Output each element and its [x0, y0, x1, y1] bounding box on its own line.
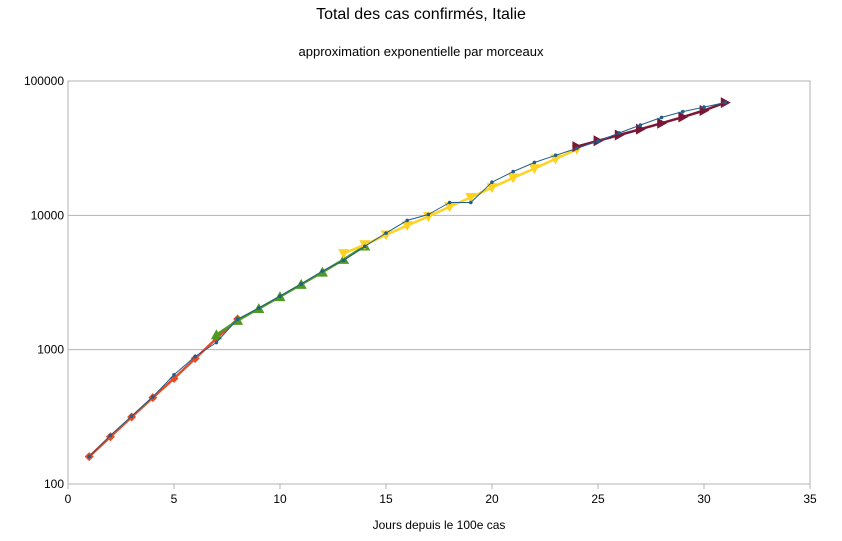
data-point — [636, 123, 646, 135]
y-tick-label: 1000 — [37, 343, 64, 357]
data-point — [511, 169, 515, 174]
data-point — [401, 221, 413, 232]
x-tick-label: 0 — [65, 492, 72, 506]
series-line — [88, 318, 239, 458]
data-point — [172, 372, 176, 377]
data-point — [214, 340, 219, 345]
data-point — [257, 306, 261, 310]
data-point — [405, 218, 410, 223]
data-point — [469, 200, 473, 205]
plot-area — [67, 80, 811, 485]
data-point — [299, 282, 304, 286]
data-point — [87, 454, 91, 459]
data-point — [129, 414, 134, 418]
data-point — [617, 131, 621, 135]
data-point — [681, 109, 685, 114]
data-point — [723, 100, 727, 105]
data-point — [657, 117, 668, 129]
data-point — [553, 153, 558, 158]
data-point — [320, 269, 325, 273]
x-tick-label: 35 — [803, 492, 817, 506]
data-point — [486, 183, 498, 194]
x-tick-label: 30 — [697, 492, 711, 506]
data-point — [235, 317, 240, 321]
data-point — [447, 200, 452, 205]
data-point — [532, 160, 537, 165]
data-point — [384, 231, 388, 235]
x-tick-label: 10 — [273, 492, 287, 506]
data-point — [426, 212, 431, 217]
data-point — [210, 329, 222, 340]
data-point — [678, 111, 689, 123]
data-point — [422, 212, 434, 223]
data-point — [169, 374, 179, 384]
data-point — [108, 433, 113, 438]
x-tick-label: 25 — [591, 492, 605, 506]
data-point — [490, 180, 494, 184]
x-tick-label: 15 — [379, 492, 393, 506]
chart-subtitle: approximation exponentielle par morceaux — [298, 44, 544, 59]
data-point — [507, 173, 519, 184]
data-point — [659, 115, 664, 120]
x-tick-label: 5 — [171, 492, 178, 506]
series-diamond — [84, 314, 243, 462]
data-point — [702, 105, 706, 109]
data-point — [338, 249, 350, 259]
data-point — [465, 192, 477, 203]
data-point — [341, 258, 346, 263]
data-point — [528, 164, 540, 175]
data-point — [380, 230, 392, 241]
data-point — [278, 294, 282, 299]
data-point — [193, 354, 197, 359]
data-point — [614, 129, 625, 141]
data-point — [638, 123, 643, 127]
y-tick-label: 100000 — [24, 74, 64, 88]
data-point — [596, 139, 600, 143]
data-point — [363, 244, 367, 249]
data-point — [444, 202, 456, 213]
data-point — [550, 154, 562, 165]
chart-title: Total des cas confirmés, Italie — [316, 6, 526, 23]
data-point — [190, 353, 200, 363]
x-tick-label: 20 — [485, 492, 499, 506]
x-axis-label: Jours depuis le 100e cas — [372, 518, 506, 532]
data-point — [151, 395, 155, 399]
y-tick-label: 10000 — [31, 208, 65, 222]
data-point — [575, 146, 579, 151]
series-dot — [87, 100, 727, 459]
y-tick-label: 100 — [44, 477, 64, 491]
